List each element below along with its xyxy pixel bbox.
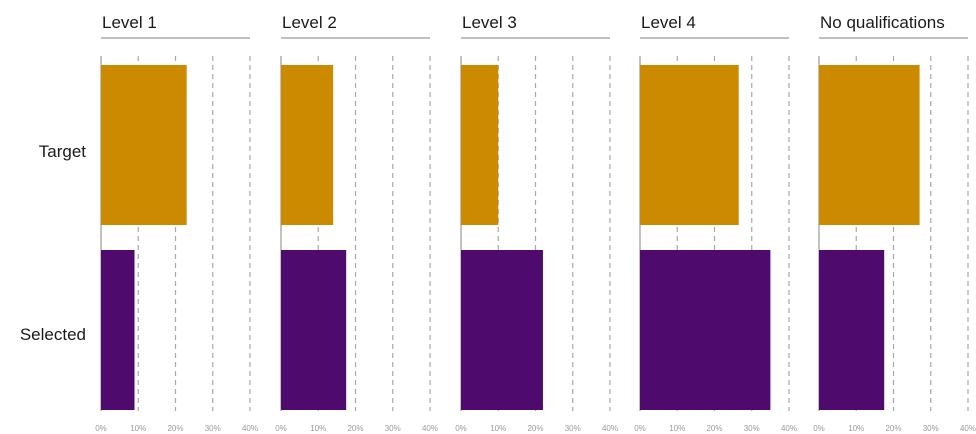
- tick-label: 20%: [885, 424, 901, 433]
- tick-label: 40%: [422, 424, 438, 433]
- panel-2: Level 2 0% 10% 20% 30% 40%: [275, 13, 438, 433]
- tick-label: 40%: [781, 424, 797, 433]
- tick-label: 0%: [275, 424, 287, 433]
- tick-label: 10%: [490, 424, 506, 433]
- panel-5: No qualifications 0% 10% 20% 30% 40%: [813, 13, 976, 433]
- panel-title: No qualifications: [820, 13, 945, 32]
- panel-title: Level 4: [641, 13, 696, 32]
- bar-target: [819, 65, 920, 225]
- tick-label: 30%: [744, 424, 760, 433]
- tick-label: 10%: [130, 424, 146, 433]
- bar-selected: [640, 250, 771, 410]
- tick-label: 30%: [205, 424, 221, 433]
- tick-label: 10%: [310, 424, 326, 433]
- bar-target: [640, 65, 739, 225]
- bar-target: [101, 65, 187, 225]
- tick-label: 0%: [634, 424, 646, 433]
- tick-label: 40%: [960, 424, 976, 433]
- bar-selected: [101, 250, 135, 410]
- tick-label: 10%: [848, 424, 864, 433]
- panel-1: Level 1 0% 10% 20% 30% 40%: [95, 13, 258, 433]
- tick-label: 10%: [669, 424, 685, 433]
- bar-target: [461, 65, 499, 225]
- tick-label: 30%: [385, 424, 401, 433]
- tick-label: 20%: [706, 424, 722, 433]
- row-label-selected: Selected: [20, 325, 86, 344]
- bar-target: [281, 65, 334, 225]
- panel-3: Level 3 0% 10% 20% 30% 40%: [455, 13, 618, 433]
- panel-title: Level 3: [462, 13, 517, 32]
- tick-label: 40%: [242, 424, 258, 433]
- panel-title: Level 1: [102, 13, 157, 32]
- bar-selected: [819, 250, 885, 410]
- row-label-target: Target: [39, 142, 87, 161]
- panel-4: Level 4 0% 10% 20% 30% 40%: [634, 13, 797, 433]
- panel-title: Level 2: [282, 13, 337, 32]
- tick-label: 40%: [602, 424, 618, 433]
- tick-label: 0%: [813, 424, 825, 433]
- bar-selected: [461, 250, 543, 410]
- tick-label: 30%: [923, 424, 939, 433]
- bar-selected: [281, 250, 347, 410]
- tick-label: 20%: [527, 424, 543, 433]
- tick-label: 20%: [167, 424, 183, 433]
- tick-label: 20%: [347, 424, 363, 433]
- tick-label: 0%: [95, 424, 107, 433]
- tick-label: 30%: [565, 424, 581, 433]
- tick-label: 0%: [455, 424, 467, 433]
